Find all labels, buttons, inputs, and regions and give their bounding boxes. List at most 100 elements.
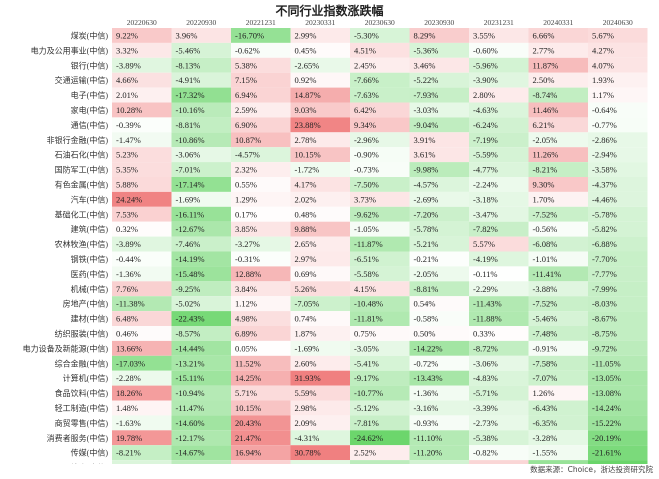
heat-cell bbox=[588, 117, 648, 133]
cell-value: 7.76% bbox=[116, 284, 138, 294]
cell-value: 5.35% bbox=[116, 165, 138, 175]
cell-value: -4.57% bbox=[414, 179, 439, 189]
heat-cell bbox=[528, 206, 588, 222]
cell-value: 11.46% bbox=[533, 105, 559, 115]
heat-cell bbox=[171, 340, 231, 356]
cell-value: -7.20% bbox=[414, 209, 439, 219]
heat-cell bbox=[588, 177, 648, 192]
source-note: 数据来源：Choice，浙达投资研究院 bbox=[530, 465, 653, 474]
cell-value: -4.31% bbox=[295, 433, 320, 443]
cell-value: 11.26% bbox=[533, 150, 559, 160]
cell-value: 1.26% bbox=[533, 388, 555, 398]
heat-cell bbox=[290, 251, 350, 267]
cell-value: -6.08% bbox=[533, 239, 558, 249]
heat-cell bbox=[290, 281, 350, 297]
cell-value: -4.57% bbox=[235, 150, 260, 160]
heat-cell bbox=[231, 311, 291, 326]
cell-value: -11.87% bbox=[354, 239, 383, 249]
cell-value: -1.63% bbox=[116, 418, 141, 428]
heat-cell bbox=[409, 162, 469, 177]
cell-value: -7.52% bbox=[533, 209, 558, 219]
cell-value: -14.67% bbox=[176, 448, 205, 458]
cell-value: -4.77% bbox=[473, 165, 498, 175]
heat-cell bbox=[588, 266, 648, 282]
cell-value: 5.26% bbox=[295, 284, 317, 294]
heat-cell bbox=[112, 340, 172, 356]
heat-cell bbox=[231, 460, 291, 464]
heat-cell bbox=[528, 296, 588, 312]
heat-cell bbox=[350, 415, 410, 431]
cell-value: -11.10% bbox=[414, 433, 443, 443]
row-label: 钢铁(中信) bbox=[71, 254, 109, 264]
cell-value: -0.82% bbox=[473, 448, 498, 458]
row-label: 通信(中信) bbox=[71, 120, 109, 130]
heat-cell bbox=[290, 460, 350, 464]
heat-cell bbox=[350, 132, 410, 148]
cell-value: 0.69% bbox=[295, 269, 317, 279]
cell-value: -11.41% bbox=[533, 269, 562, 279]
heat-cell bbox=[409, 117, 469, 133]
heat-cell bbox=[231, 296, 291, 312]
heat-cell bbox=[112, 385, 172, 401]
heat-cell bbox=[528, 385, 588, 401]
cell-value: -2.28% bbox=[116, 373, 141, 383]
cell-value: 5.23% bbox=[116, 150, 138, 160]
heat-cell bbox=[469, 42, 529, 58]
chart-title: 不同行业指数涨跌幅 bbox=[275, 4, 384, 18]
cell-value: 4.98% bbox=[235, 314, 257, 324]
cell-value: 0.32% bbox=[116, 224, 138, 234]
cell-value: -9.53% bbox=[176, 463, 201, 464]
cell-value: 1.48% bbox=[116, 403, 138, 413]
heat-cell bbox=[588, 251, 648, 267]
cell-value: -2.86% bbox=[592, 135, 617, 145]
heat-cell bbox=[588, 400, 648, 416]
heat-cell bbox=[112, 206, 172, 222]
cell-value: -10.77% bbox=[354, 388, 383, 398]
heat-cell bbox=[350, 370, 410, 386]
cell-value: -0.21% bbox=[414, 254, 439, 264]
cell-value: 19.78% bbox=[116, 433, 142, 443]
cell-value: -9.98% bbox=[414, 165, 439, 175]
heat-cell bbox=[469, 400, 529, 416]
heat-cell bbox=[409, 236, 469, 252]
cell-value: -8.13% bbox=[176, 60, 201, 70]
cell-value: -0.64% bbox=[592, 105, 617, 115]
heat-cell bbox=[112, 87, 172, 103]
cell-value: -1.36% bbox=[414, 388, 439, 398]
heat-cell bbox=[350, 162, 410, 177]
cell-value: -7.66% bbox=[354, 75, 379, 85]
cell-value: 10.15% bbox=[295, 150, 321, 160]
cell-value: -16.70% bbox=[235, 30, 264, 40]
row-label: 家电(中信) bbox=[71, 105, 109, 115]
cell-value: 2.09% bbox=[295, 418, 317, 428]
cell-value: -7.63% bbox=[354, 90, 379, 100]
heat-cell bbox=[469, 57, 529, 73]
heat-cell bbox=[112, 311, 172, 326]
cell-value: -9.70% bbox=[354, 463, 379, 464]
row-label: 银行(中信) bbox=[71, 60, 109, 70]
heat-cell bbox=[171, 415, 231, 431]
heat-cell bbox=[469, 281, 529, 297]
heat-cell bbox=[409, 221, 469, 237]
cell-value: -0.58% bbox=[414, 314, 439, 324]
heat-cell bbox=[231, 400, 291, 416]
cell-value: 4.66% bbox=[116, 75, 138, 85]
heat-cell bbox=[231, 281, 291, 297]
heat-cell bbox=[409, 415, 469, 431]
cell-value: -7.70% bbox=[592, 254, 617, 264]
heat-cell bbox=[409, 460, 469, 464]
heat-cell bbox=[290, 72, 350, 88]
heat-cell bbox=[409, 266, 469, 282]
cell-value: 18.26% bbox=[116, 388, 142, 398]
cell-value: -1.05% bbox=[354, 224, 379, 234]
heat-cell bbox=[409, 42, 469, 58]
cell-value: -5.96% bbox=[473, 60, 498, 70]
heat-cell bbox=[588, 191, 648, 207]
heat-cell bbox=[171, 162, 231, 177]
heat-cell bbox=[290, 221, 350, 237]
heat-cell bbox=[350, 251, 410, 267]
heat-cell bbox=[528, 430, 588, 446]
cell-value: 2.97% bbox=[295, 254, 317, 264]
heat-cell bbox=[350, 42, 410, 58]
heat-cell bbox=[350, 311, 410, 326]
